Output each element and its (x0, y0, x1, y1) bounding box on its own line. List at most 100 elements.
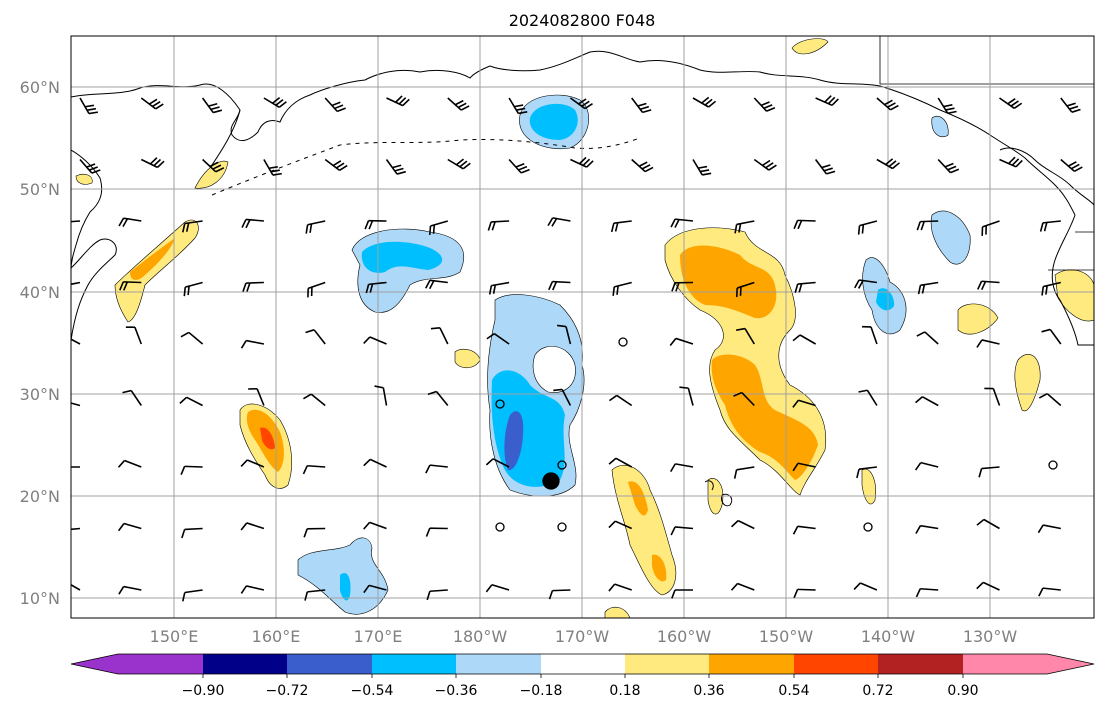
wind-barb (735, 281, 755, 298)
lon-label: 160°E (252, 627, 301, 646)
wind-barb (736, 327, 755, 345)
wind-barb (425, 279, 448, 290)
wind-barb (125, 326, 143, 345)
wind-barb (181, 527, 203, 539)
pos-anomaly-small-nw (194, 160, 229, 189)
coastlines (71, 36, 1094, 507)
lon-label: 130°W (963, 627, 1018, 646)
wind-barb (485, 583, 510, 593)
wind-barb (679, 386, 694, 406)
wind-barb (914, 461, 939, 471)
colorbar-label: 0.72 (862, 683, 893, 699)
wind-barb (915, 524, 939, 534)
wind-barb (999, 156, 1023, 168)
wind-barb (917, 281, 939, 295)
wind-barb (733, 466, 755, 479)
wind-barb (201, 97, 223, 114)
wind-barb (977, 280, 1000, 291)
wind-barb (753, 97, 776, 112)
wind-barb (856, 466, 877, 479)
colorbar-label: −0.90 (182, 683, 225, 699)
wind-barb (364, 219, 387, 230)
wind-barb (79, 97, 99, 115)
wind-barb (631, 97, 652, 114)
storm-marker (542, 472, 560, 490)
wind-barb (180, 465, 203, 475)
wind-barb (118, 585, 142, 595)
wind-barb (428, 220, 449, 235)
neg-anomaly-core-east2 (876, 288, 895, 311)
wind-barb (447, 97, 470, 111)
wind-barb (71, 466, 80, 468)
calm-marker (495, 399, 505, 409)
wind-barb (180, 331, 204, 345)
wind-barb (1060, 158, 1083, 173)
lon-label: 180°W (453, 627, 508, 646)
wind-barb (548, 280, 571, 291)
wind-barb (427, 390, 449, 407)
wind-barb (857, 220, 878, 235)
wind-barb (915, 396, 939, 407)
wind-barb (976, 339, 1000, 348)
neg-anomaly-deep-central (504, 411, 524, 471)
wind-barb (692, 96, 717, 108)
wind-barb (553, 388, 572, 406)
wind-barb (486, 333, 510, 345)
wind-barb (425, 464, 448, 474)
wind-barb (182, 220, 203, 233)
wind-barb (386, 95, 410, 107)
colorbar-label: 0.90 (947, 683, 978, 699)
wind-barb (670, 526, 694, 536)
wind-barb (305, 329, 326, 345)
map-frame (70, 35, 1095, 619)
wind-barb (118, 217, 142, 228)
wind-barb (976, 581, 1000, 591)
wind-barb (978, 466, 1000, 478)
lat-label: 60°N (20, 78, 60, 97)
wind-barb (508, 158, 530, 174)
wind-barb (242, 281, 264, 292)
lon-label: 140°W (861, 627, 916, 646)
wind-barb (1041, 281, 1061, 296)
wind-barb (263, 96, 287, 108)
map-title: 2024082800 F048 (509, 11, 656, 30)
wind-barb (79, 158, 101, 174)
lon-label: 150°W (759, 627, 814, 646)
wind-barb (488, 281, 510, 295)
wind-barb (734, 220, 755, 234)
wind-barb (363, 336, 387, 345)
wind-barb (608, 457, 633, 468)
wind-barb (119, 281, 142, 291)
wind-barb (183, 281, 203, 297)
wind-barb (385, 159, 406, 175)
wind-barb (976, 518, 1000, 530)
wind-barb (447, 158, 471, 170)
lon-label: 170°E (354, 627, 403, 646)
wind-barb (731, 519, 755, 530)
wind-barb (631, 158, 654, 173)
colorbar-segment (963, 654, 1047, 674)
calm-marker (495, 522, 505, 532)
wind-barb (303, 393, 326, 407)
wind-barb (305, 220, 326, 234)
neg-anomaly-blob-ne (931, 115, 949, 138)
wind-barb (240, 585, 265, 594)
wind-barb (122, 389, 142, 406)
wind-barb (793, 219, 816, 230)
wind-barb (937, 97, 957, 115)
wind-barb (324, 158, 348, 172)
pos-anomaly-small-s (861, 468, 876, 505)
colorbar-label: −0.72 (266, 683, 309, 699)
border-us-canada (879, 36, 1094, 85)
wind-barb (999, 97, 1023, 109)
wind-barb (240, 522, 265, 531)
wind-barb (981, 220, 1000, 236)
wind-barb (876, 158, 900, 170)
wind-barb (365, 281, 387, 294)
calm-marker (1048, 460, 1058, 470)
pos-anomaly-top (791, 38, 829, 55)
neg-anomaly-core-south (340, 572, 351, 601)
colorbar-label: 0.18 (609, 683, 640, 699)
wind-barb (1039, 220, 1061, 232)
